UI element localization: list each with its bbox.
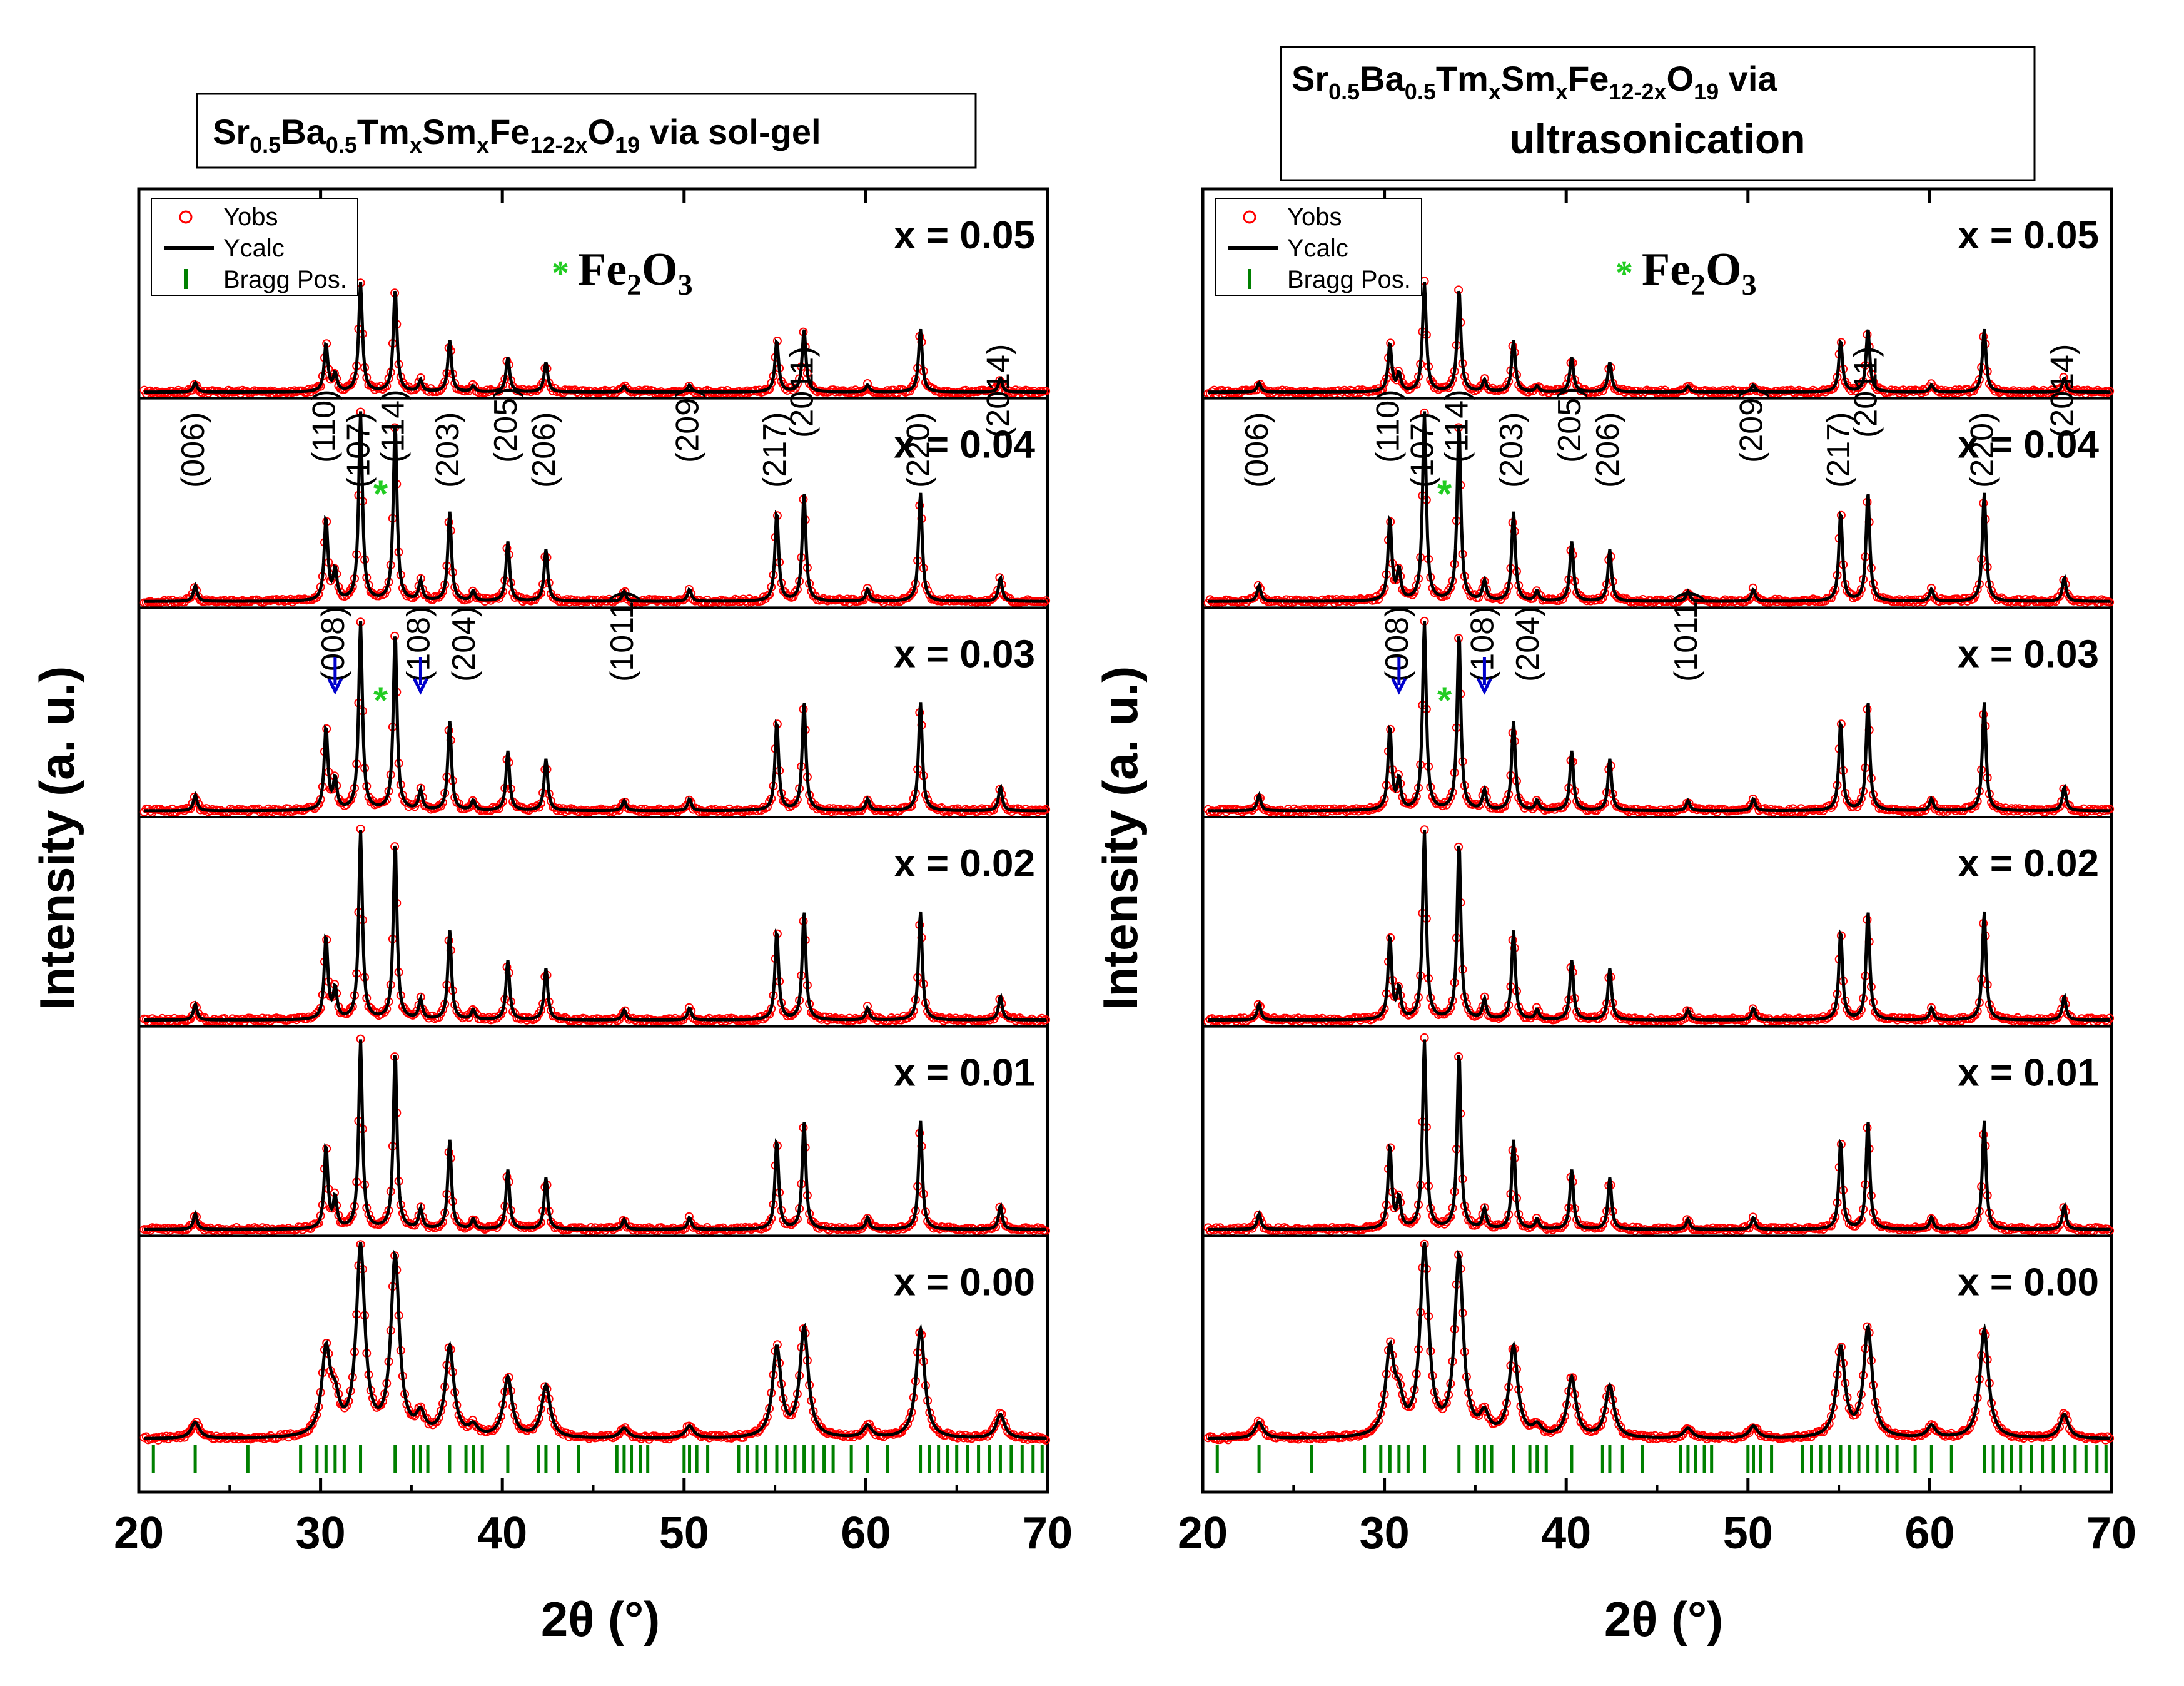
series-label: x = 0.00 (894, 1261, 1035, 1304)
obs-point (496, 799, 505, 808)
obs-point (650, 595, 660, 604)
hkl-label: (2011) (784, 347, 821, 438)
obs-point (680, 802, 690, 811)
title-ultra-line1: Sr0.5Ba0.5TmxSmxFe12-2xO19 via (1292, 59, 1777, 104)
hkl-label-second: (1011) (604, 591, 640, 682)
obs-point (642, 385, 652, 395)
x-tick-label: 40 (1541, 1508, 1591, 1558)
x-tick-label: 60 (841, 1508, 891, 1558)
series-label: x = 0.04 (894, 424, 1035, 467)
legend: Yobs Ycalc Bragg Pos. (151, 198, 358, 296)
x-tick-label: 50 (1723, 1508, 1773, 1558)
fe2o3-annotation: * Fe2O3 (552, 244, 693, 302)
obs-point (792, 380, 802, 388)
xlabel-left: 2θ (°) (541, 1592, 660, 1647)
ylabel-left: Intensity (a. u.) (29, 666, 84, 1010)
series-label: x = 0.05 (1958, 214, 2099, 257)
calc-line (144, 621, 1046, 813)
hkl-label: (110) (306, 389, 342, 463)
x-tick-label: 60 (1904, 1508, 1954, 1558)
fe2o3-star-icon: * (373, 473, 388, 515)
series-label: x = 0.03 (894, 632, 1035, 676)
obs-point (346, 795, 355, 805)
obs-point (549, 592, 558, 602)
x-tick-label: 50 (659, 1508, 709, 1558)
fe2o3-star-icon: * (373, 679, 388, 721)
bragg-ticks (151, 1445, 1044, 1473)
hkl-label: (114) (375, 389, 412, 463)
calc-line (144, 282, 1046, 394)
legend-calc-label: Ycalc (223, 235, 285, 262)
x-tick-label: 70 (2086, 1508, 2136, 1558)
title-solgel: Sr0.5Ba0.5TmxSmxFe12-2xO19 via sol-gel (213, 112, 821, 158)
x-tick-label: 30 (296, 1508, 346, 1558)
obs-point (468, 586, 477, 596)
calc-line (144, 411, 1046, 603)
x-tick-label: 20 (1178, 1508, 1228, 1558)
obs-point (272, 595, 281, 604)
title-box-ultra: Sr0.5Ba0.5TmxSmxFe12-2xO19 via ultrasoni… (1280, 46, 2036, 181)
obs-point (907, 383, 916, 392)
obs-series (139, 278, 1051, 399)
obs-point (909, 380, 918, 390)
obs-point (512, 591, 522, 601)
panel-solgel: 20 30 40 50 60 70 x = 0.05 x = 0.04 x = 0.03 x = … (114, 187, 1073, 1558)
series-label: x = 0.02 (1958, 842, 2099, 885)
hkl-label-second: (008) (315, 606, 351, 682)
hkl-label: (205) (488, 387, 524, 463)
hkl-label-second: (204) (446, 606, 482, 682)
obs-point (438, 382, 447, 391)
series-label: x = 0.01 (894, 1052, 1035, 1095)
title-ultra-line2: ultrasonication (1509, 116, 1805, 162)
hkl-label: (006) (175, 412, 211, 488)
x-tick-label: 20 (114, 1508, 164, 1558)
obs-point (680, 594, 690, 603)
x-tick-label: 70 (1023, 1508, 1073, 1558)
series-label: x = 0.03 (1958, 632, 2099, 676)
xlabel-right: 2θ (°) (1604, 1592, 1723, 1647)
hkl-label: (209) (670, 387, 706, 463)
title-box-solgel: Sr0.5Ba0.5TmxSmxFe12-2xO19 via sol-gel (196, 93, 977, 169)
hkl-label: (220) (901, 412, 937, 488)
legend-bragg-label: Bragg Pos. (223, 266, 347, 293)
obs-point (597, 804, 605, 813)
hkl-label: (206) (526, 412, 562, 488)
calc-line (1208, 282, 2110, 394)
obs-point (989, 592, 998, 602)
series-label: x = 0.02 (894, 842, 1035, 885)
ylabel-right: Intensity (a. u.) (1093, 666, 1148, 1010)
hkl-label: (2014) (980, 344, 1016, 438)
hkl-label: (203) (430, 412, 466, 488)
x-tick-label: 40 (477, 1508, 527, 1558)
obs-point (534, 591, 543, 599)
obs-point (977, 804, 986, 813)
panel-ultra: 20 30 40 50 60 70x = 0.05x = 0.04x = 0.03x = … (1178, 187, 2136, 1558)
plot-panels: 20 30 40 50 60 70 x = 0.05 x = 0.04 x = 0.03 x = … (114, 187, 2136, 1558)
obs-point (344, 797, 353, 806)
series-label: x = 0.05 (894, 214, 1035, 257)
x-tick-label: 30 (1360, 1508, 1410, 1558)
obs-point (380, 796, 390, 806)
hkl-label: (107) (341, 412, 377, 488)
legend-obs-label: Yobs (223, 203, 278, 231)
hkl-label-second: (108) (400, 606, 437, 682)
